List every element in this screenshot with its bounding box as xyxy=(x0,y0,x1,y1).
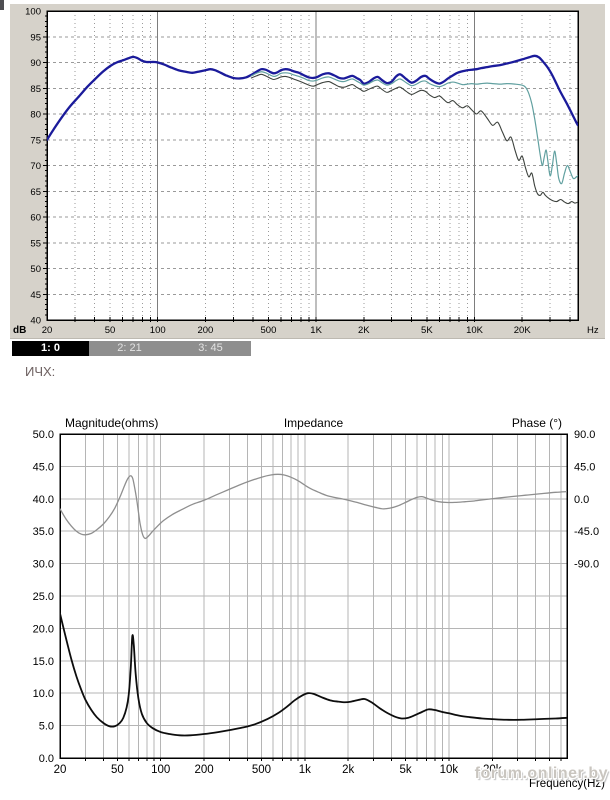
svg-text:1K: 1K xyxy=(310,325,322,336)
svg-text:500: 500 xyxy=(261,325,277,336)
svg-text:90.0: 90.0 xyxy=(574,429,595,441)
on-axis-0deg-curve xyxy=(47,54,578,141)
svg-text:30.0: 30.0 xyxy=(33,559,54,571)
corner-artifact xyxy=(0,0,4,10)
fr-y-unit: dB xyxy=(13,325,26,336)
svg-text:20k: 20k xyxy=(483,764,502,776)
svg-text:90: 90 xyxy=(30,58,41,69)
imp-plot-frame xyxy=(59,433,568,759)
svg-text:100: 100 xyxy=(151,764,170,776)
imp-left-axis-title: Magnitude(ohms) xyxy=(65,416,158,430)
svg-text:50: 50 xyxy=(105,325,116,336)
legend-tab-0deg[interactable]: 1: 0 xyxy=(12,341,89,356)
svg-text:2k: 2k xyxy=(342,764,354,776)
impedance-chart-panel: Magnitude(ohms) Impedance Phase (°) 50.0 45.… xyxy=(0,415,610,800)
svg-text:45.0: 45.0 xyxy=(574,461,595,473)
svg-text:5k: 5k xyxy=(399,764,411,776)
svg-text:10K: 10K xyxy=(466,325,484,336)
svg-text:20: 20 xyxy=(42,325,53,336)
imp-title: Impedance xyxy=(284,416,344,430)
svg-text:65: 65 xyxy=(30,187,41,198)
svg-text:10.0: 10.0 xyxy=(33,688,54,700)
svg-text:2K: 2K xyxy=(358,325,370,336)
svg-text:0.0: 0.0 xyxy=(39,753,54,765)
svg-text:5.0: 5.0 xyxy=(39,721,54,733)
svg-text:75: 75 xyxy=(30,135,41,146)
svg-text:50.0: 50.0 xyxy=(33,429,54,441)
svg-text:85: 85 xyxy=(30,84,41,95)
svg-text:1k: 1k xyxy=(299,764,311,776)
svg-text:40.0: 40.0 xyxy=(33,494,54,506)
imp-x-axis-title: Frequency(Hz) xyxy=(529,778,605,790)
svg-text:10k: 10k xyxy=(440,764,459,776)
svg-text:25.0: 25.0 xyxy=(33,591,54,603)
svg-text:200: 200 xyxy=(197,325,213,336)
svg-text:5K: 5K xyxy=(421,325,433,336)
off-axis-45deg-curve xyxy=(250,73,578,205)
svg-text:20.0: 20.0 xyxy=(33,623,54,635)
section-label: ИЧХ: xyxy=(25,364,56,379)
legend-tab-21deg[interactable]: 2: 21 xyxy=(89,341,170,356)
svg-text:45.0: 45.0 xyxy=(33,461,54,473)
svg-text:-90.0: -90.0 xyxy=(574,559,599,571)
svg-text:80: 80 xyxy=(30,110,41,121)
svg-text:50: 50 xyxy=(111,764,124,776)
svg-text:95: 95 xyxy=(30,32,41,43)
svg-text:-45.0: -45.0 xyxy=(574,526,599,538)
off-axis-21deg-curve xyxy=(250,71,578,185)
svg-text:20K: 20K xyxy=(514,325,532,336)
imp-gridlines xyxy=(60,434,567,758)
watermark: forum.onliner.by xyxy=(474,765,608,782)
phase-curve xyxy=(60,473,567,540)
svg-text:50: 50 xyxy=(30,264,41,275)
svg-text:40: 40 xyxy=(30,316,41,327)
impedance-chart: Magnitude(ohms) Impedance Phase (°) 50.0 45.… xyxy=(33,416,606,790)
svg-text:20: 20 xyxy=(54,764,67,776)
svg-text:100: 100 xyxy=(25,7,41,18)
fr-plot-frame xyxy=(46,10,579,321)
svg-text:35.0: 35.0 xyxy=(33,526,54,538)
svg-text:60: 60 xyxy=(30,213,41,224)
fr-x-unit: Hz xyxy=(587,325,599,336)
svg-text:500: 500 xyxy=(252,764,271,776)
svg-text:200: 200 xyxy=(195,764,214,776)
svg-text:0.0: 0.0 xyxy=(574,494,589,506)
svg-text:45: 45 xyxy=(30,290,41,301)
frequency-response-chart-panel: 100 95 90 85 80 75 70 65 60 55 50 45 40 20 50 100 200 500… xyxy=(10,4,605,339)
svg-text:15.0: 15.0 xyxy=(33,656,54,668)
svg-text:100: 100 xyxy=(150,325,166,336)
svg-text:70: 70 xyxy=(30,161,41,172)
svg-text:55: 55 xyxy=(30,238,41,249)
legend-tab-45deg[interactable]: 3: 45 xyxy=(170,341,251,356)
magnitude-curve xyxy=(60,612,567,737)
fr-gridlines xyxy=(47,11,578,320)
imp-right-axis-title: Phase (°) xyxy=(512,416,562,430)
fr-legend-tabs: 1: 0 2: 21 3: 45 xyxy=(12,341,251,356)
